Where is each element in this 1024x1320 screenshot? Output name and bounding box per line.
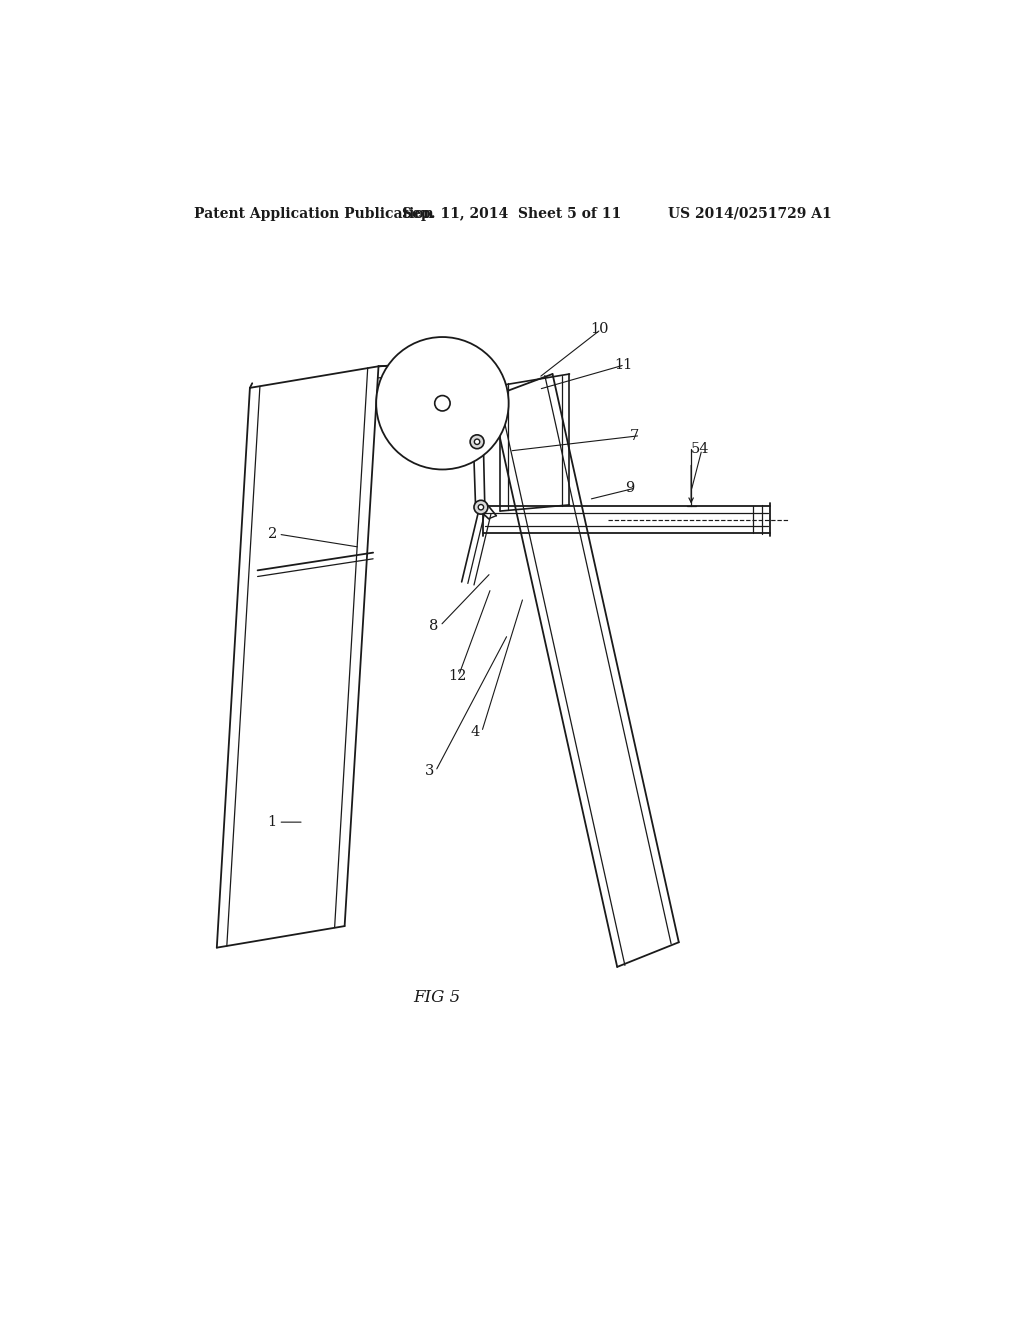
- Text: 54: 54: [691, 442, 710, 457]
- Text: 3: 3: [425, 764, 434, 779]
- Text: 4: 4: [471, 725, 480, 739]
- Circle shape: [470, 434, 484, 449]
- Text: 10: 10: [590, 322, 608, 337]
- Text: 2: 2: [267, 527, 276, 541]
- Text: 8: 8: [429, 619, 438, 632]
- Text: US 2014/0251729 A1: US 2014/0251729 A1: [668, 207, 831, 220]
- Text: 7: 7: [630, 429, 639, 442]
- Text: 1: 1: [267, 816, 276, 829]
- Text: FIG 5: FIG 5: [414, 989, 461, 1006]
- Circle shape: [474, 500, 487, 513]
- Text: 11: 11: [614, 358, 633, 372]
- Text: Patent Application Publication: Patent Application Publication: [194, 207, 433, 220]
- Text: 9: 9: [625, 480, 634, 495]
- Circle shape: [376, 337, 509, 470]
- Text: Sep. 11, 2014  Sheet 5 of 11: Sep. 11, 2014 Sheet 5 of 11: [401, 207, 621, 220]
- Circle shape: [474, 440, 480, 445]
- Text: 12: 12: [447, 669, 466, 682]
- Circle shape: [435, 396, 451, 411]
- Circle shape: [478, 504, 483, 510]
